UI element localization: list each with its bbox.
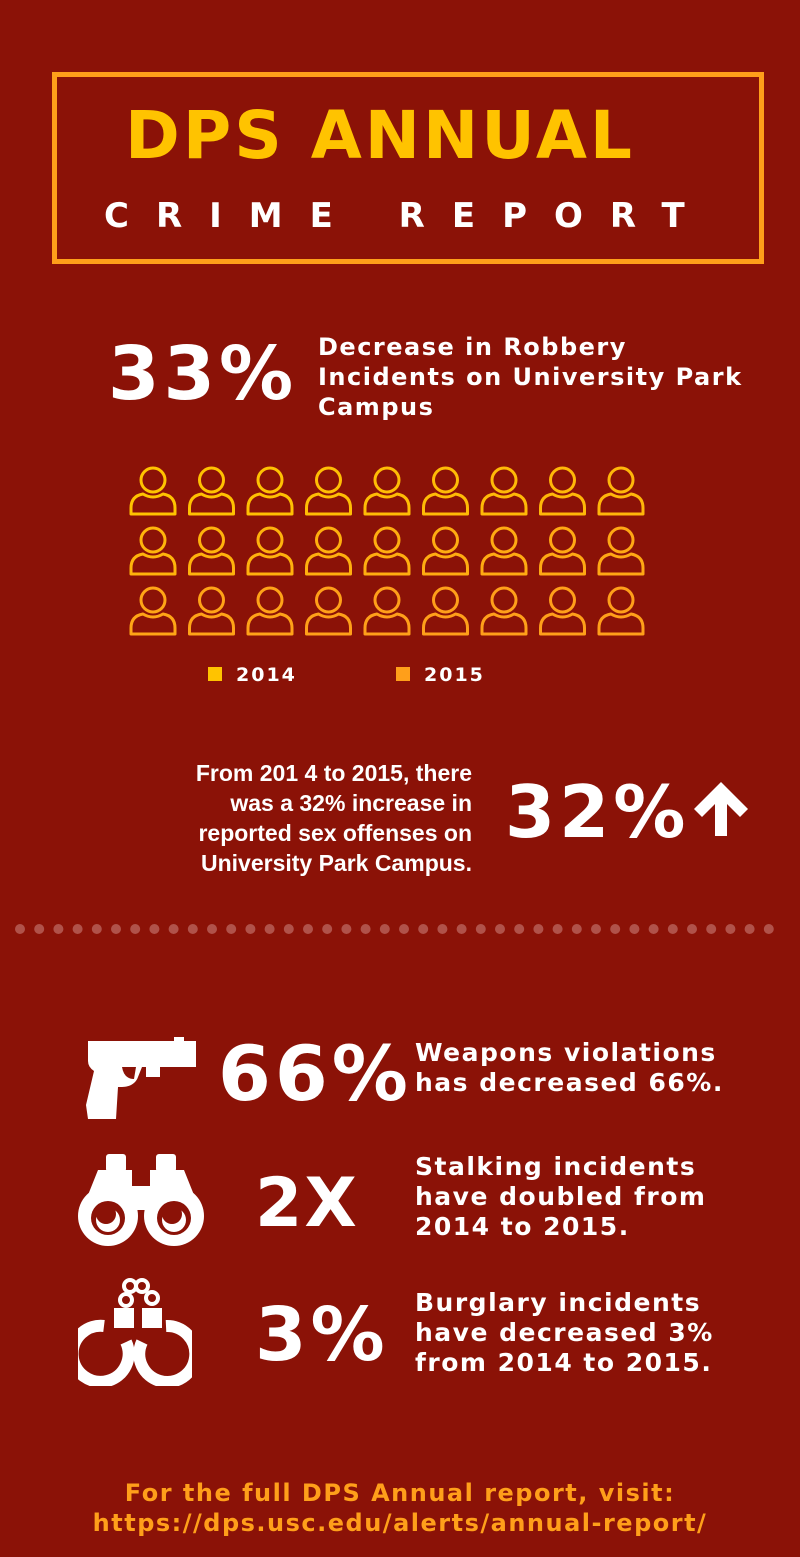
stalking-stat-text: Stalking incidents have doubled from 201…: [415, 1152, 707, 1241]
divider-dot: [91, 924, 102, 934]
divider-dot: [418, 924, 429, 934]
burglary-stat-value: 3%: [255, 1292, 389, 1378]
title-frame: [52, 72, 764, 264]
stalking-stat-value: 2X: [255, 1164, 359, 1243]
person-icon: [188, 466, 235, 516]
divider-dot: [207, 924, 217, 934]
robbery-stat-value: 33%: [108, 331, 298, 417]
person-icon: [597, 586, 645, 636]
divider-dot: [264, 924, 275, 934]
divider-dot: [667, 924, 678, 934]
divider-dot: [303, 924, 313, 934]
sex-offenses-stat-text: From 201 4 to 2015, there was a 32% incr…: [195, 760, 472, 876]
person-icon: [597, 466, 645, 516]
weapons-stat-text: Weapons violations has decreased 66%.: [415, 1038, 724, 1097]
divider-dot: [475, 924, 486, 934]
divider-dot: [456, 924, 467, 934]
divider-dot: [533, 924, 544, 934]
handcuffs-icon: [78, 1278, 192, 1386]
page-subtitle: CRIME REPORT: [104, 196, 712, 236]
divider-dot: [648, 924, 659, 934]
person-icon: [480, 526, 528, 576]
person-icon: [188, 526, 235, 576]
divider-dot: [341, 924, 352, 934]
weapons-stat-value: 66%: [218, 1029, 412, 1118]
person-icon: [422, 466, 469, 516]
person-icon: [597, 526, 645, 576]
handgun-icon: [86, 1037, 196, 1119]
robbery-stat-text: Decrease in Robbery Incidents on Univers…: [318, 333, 743, 421]
divider-dot: [687, 924, 697, 934]
divider-dot: [15, 924, 25, 934]
person-icon: [129, 586, 177, 636]
divider-dot: [111, 924, 121, 934]
divider-dot: [168, 924, 179, 934]
person-icon: [480, 466, 528, 516]
sex-offenses-stat-value: 32%: [505, 770, 690, 854]
person-icon: [305, 526, 352, 576]
person-icon: [539, 526, 586, 576]
legend-swatch-2014: [208, 667, 222, 681]
burglary-stat-text: Burglary incidents have decreased 3% fro…: [415, 1288, 714, 1377]
legend-label-2015: 2015: [424, 664, 485, 686]
divider-dot: [130, 924, 141, 934]
binoculars-icon: [78, 1154, 204, 1246]
divider-dot: [552, 924, 563, 934]
legend-label-2014: 2014: [236, 664, 297, 686]
person-icon: [539, 586, 586, 636]
person-icon: [363, 586, 411, 636]
dotted-divider: [15, 924, 774, 934]
divider-dot: [226, 924, 237, 934]
divider-dot: [725, 924, 736, 934]
divider-dot: [53, 924, 64, 934]
divider-dot: [360, 924, 371, 934]
person-icon: [188, 586, 235, 636]
divider-dot: [283, 924, 294, 934]
person-icon: [422, 586, 469, 636]
divider-dot: [437, 924, 448, 934]
page-title: DPS ANNUAL: [125, 97, 635, 174]
arrow-up-icon: [694, 782, 748, 836]
divider-dot: [495, 924, 505, 934]
divider-dot: [245, 924, 256, 934]
divider-dot: [629, 924, 640, 934]
person-icon: [246, 466, 294, 516]
divider-dot: [763, 924, 774, 934]
divider-dot: [571, 924, 582, 934]
divider-dot: [610, 924, 621, 934]
divider-dot: [591, 924, 601, 934]
person-icon: [539, 466, 586, 516]
divider-dot: [379, 924, 390, 934]
person-icon: [480, 586, 528, 636]
divider-dot: [706, 924, 717, 934]
person-icon: [305, 466, 352, 516]
divider-dot: [72, 924, 83, 934]
legend-swatch-2015: [396, 667, 410, 681]
person-icon: [363, 526, 411, 576]
person-icon: [129, 526, 177, 576]
divider-dot: [744, 924, 755, 934]
divider-dot: [322, 924, 333, 934]
person-icon: [129, 466, 177, 516]
person-icon: [246, 526, 294, 576]
person-icon: [305, 586, 352, 636]
divider-dot: [514, 924, 525, 934]
divider-dot: [399, 924, 409, 934]
person-pictogram-grid: [129, 466, 645, 636]
divider-dot: [34, 924, 45, 934]
footer-link-text: For the full DPS Annual report, visit: h…: [92, 1479, 708, 1537]
person-icon: [363, 466, 411, 516]
divider-dot: [149, 924, 160, 934]
divider-dot: [187, 924, 198, 934]
person-icon: [422, 526, 469, 576]
person-icon: [246, 586, 294, 636]
